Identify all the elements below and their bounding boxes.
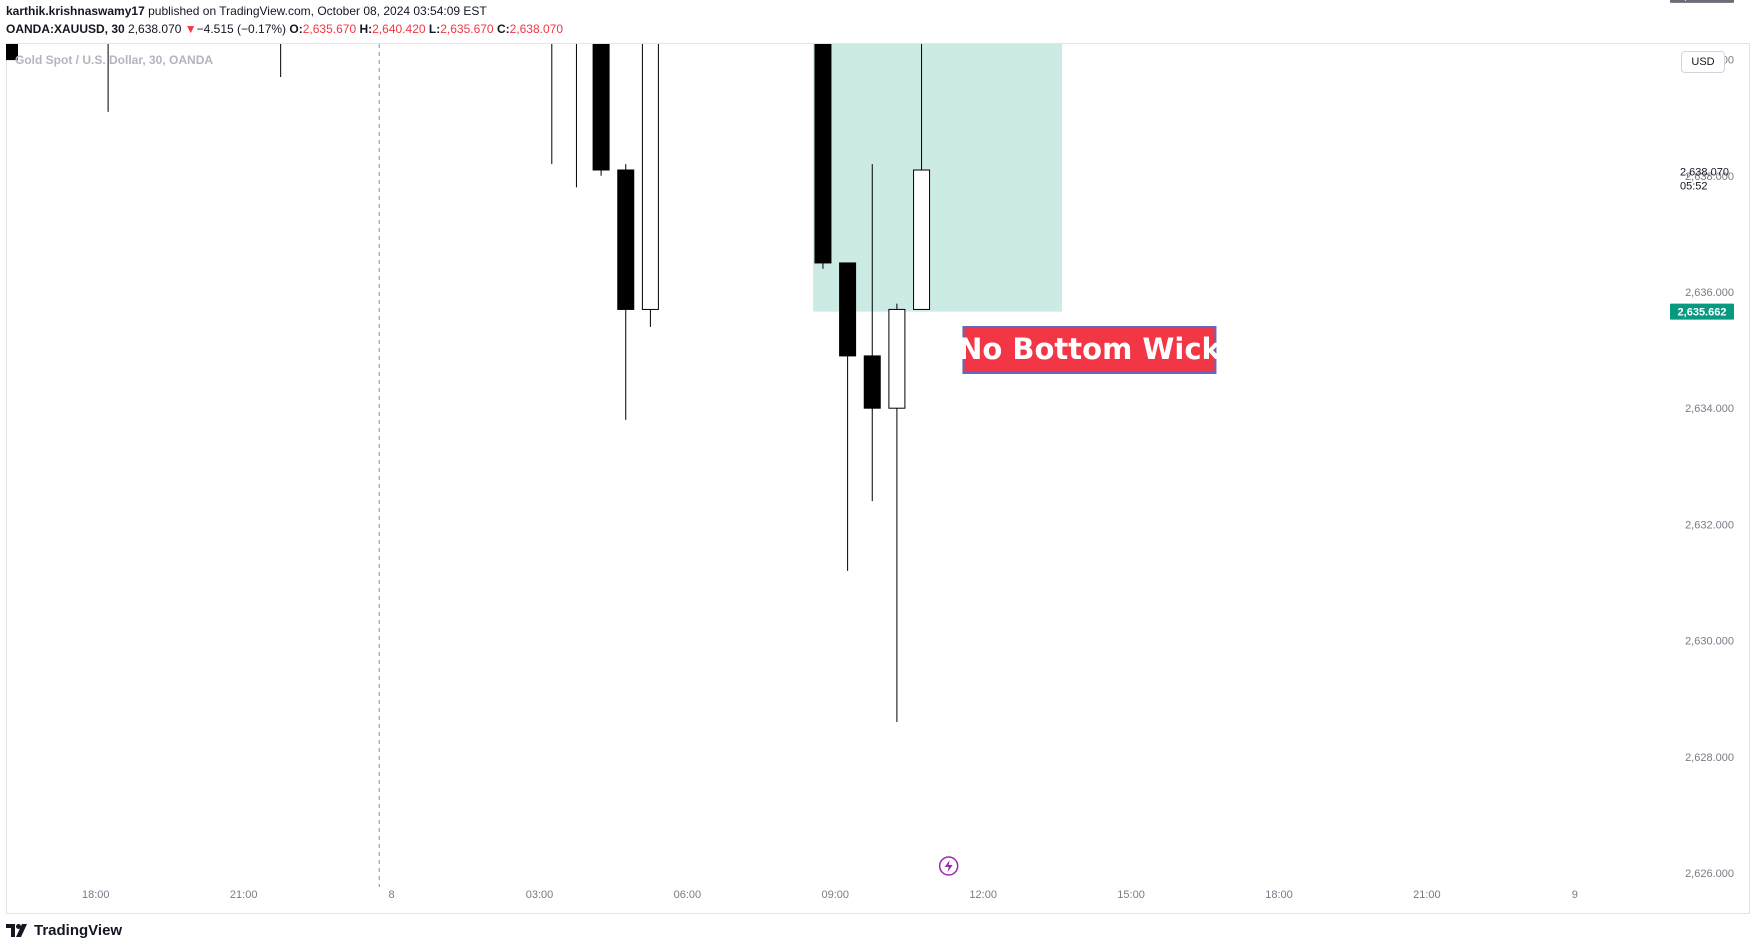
down-arrow-icon: ▼ (184, 22, 197, 36)
candle-body (913, 169, 931, 310)
y-tick-label: 2,632.000 (1685, 519, 1734, 531)
candle-body (273, 0, 289, 13)
candle-body (568, 0, 584, 13)
candle (592, 44, 610, 176)
author-name[interactable]: karthik.krishnaswamy17 (6, 4, 145, 18)
tradingview-brand: TradingView (34, 922, 123, 939)
tradingview-logo[interactable]: TradingView (6, 922, 122, 939)
tradingview-logo-icon (6, 924, 27, 937)
price-change: −4.515 (−0.17%) (196, 22, 287, 36)
y-tick-label: 2,636.000 (1685, 287, 1734, 299)
chart-legend: Gold Spot / U.S. Dollar, 30, OANDA (15, 53, 214, 67)
y-tick-label: 2,630.000 (1685, 636, 1734, 648)
x-tick-label: 21:00 (230, 889, 258, 901)
symbol-name: OANDA:XAUUSD, 30 (6, 22, 125, 36)
candle-body (592, 44, 610, 171)
last-price: 2,638.070 (128, 22, 182, 36)
candle (641, 44, 659, 327)
x-tick-label: 21:00 (1413, 889, 1441, 901)
lightning-glyph (944, 860, 953, 872)
candle (863, 164, 881, 502)
target-price-label: 2,635.662 (1678, 307, 1727, 319)
candle (568, 0, 584, 188)
candle (913, 44, 931, 310)
candle (790, 0, 806, 2)
candle-body (839, 262, 857, 357)
entry-price-label: 2,641.113 (1678, 0, 1726, 2)
last-price-axis-label: 2,638.070 (1680, 167, 1729, 179)
candle (273, 0, 289, 78)
candle (51, 0, 67, 36)
low-label: L: (428, 22, 441, 36)
published-text: published on TradingView.com, October 08… (148, 4, 487, 18)
annotation-box (962, 326, 1217, 374)
candle-body (617, 169, 635, 310)
high-label: H: (359, 22, 373, 36)
candle-body (863, 355, 881, 409)
publish-info: karthik.krishnaswamy17 published on Trad… (6, 4, 487, 18)
y-tick-label: 2,628.000 (1685, 752, 1734, 764)
candle-body (641, 44, 659, 310)
x-tick-label: 09:00 (822, 889, 850, 901)
candle (6, 44, 18, 61)
x-tick-label: 03:00 (526, 889, 554, 901)
close-value: 2,638.070 (509, 22, 564, 36)
y-tick-label: 2,634.000 (1685, 403, 1734, 415)
annotation-arrow (793, 0, 968, 2)
x-tick-label: 06:00 (674, 889, 702, 901)
close-label: C: (496, 22, 510, 36)
candle (544, 0, 560, 165)
x-tick-label: 12:00 (969, 889, 997, 901)
low-value: 2,635.670 (440, 22, 494, 36)
entry-price-label-bg (1670, 0, 1734, 3)
x-tick-label: 15:00 (1117, 889, 1145, 901)
high-value: 2,640.420 (372, 22, 426, 36)
currency-button[interactable]: USD (1681, 51, 1725, 73)
candle (814, 44, 832, 269)
candle (75, 0, 91, 13)
candle-body (6, 44, 18, 61)
candle (839, 262, 857, 571)
x-tick-label: 18:00 (1265, 889, 1293, 901)
x-tick-label: 8 (389, 889, 395, 901)
candle (888, 303, 906, 722)
y-tick-label: 2,626.000 (1685, 868, 1734, 880)
candle (297, 0, 313, 36)
candle (617, 164, 635, 420)
candle-body (888, 308, 906, 409)
open-label: O: (289, 22, 303, 36)
annotation-text: No Bottom Wick (958, 332, 1221, 366)
open-value: 2,635.670 (302, 22, 357, 36)
candle-body (814, 44, 832, 264)
y-tick-label: 2,638.000 (1685, 171, 1734, 183)
x-tick-label: 18:00 (82, 889, 110, 901)
plot-area (6, 0, 1217, 887)
symbol-info: OANDA:XAUUSD, 30 2,638.070 ▼−4.515 (−0.1… (6, 22, 563, 36)
candle-body (297, 0, 313, 13)
bar-countdown: 05:52 (1680, 181, 1708, 193)
x-tick-label: 9 (1572, 889, 1578, 901)
chart-frame (6, 43, 1750, 914)
target-price-label-bg (1670, 303, 1734, 320)
candle-body (544, 0, 560, 13)
